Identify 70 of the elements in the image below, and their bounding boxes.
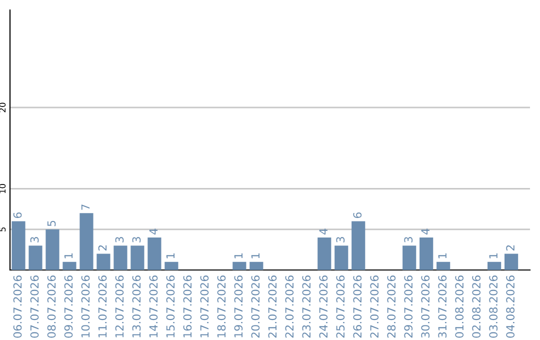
x-tick-label: 13.07.2026 xyxy=(132,276,141,338)
x-tick-label: 20.07.2026 xyxy=(251,276,260,338)
bar xyxy=(80,213,94,270)
x-tick-label: 27.07.2026 xyxy=(370,276,379,338)
x-tick-label: 23.07.2026 xyxy=(302,276,311,338)
bar xyxy=(62,262,76,270)
data-label: 1 xyxy=(234,253,242,258)
x-tick-label: 24.07.2026 xyxy=(319,276,328,338)
data-label: 7 xyxy=(81,204,90,210)
bar xyxy=(96,254,110,270)
data-label: 3 xyxy=(30,237,39,242)
data-label: 4 xyxy=(319,228,328,235)
x-tick-label: 01.08.2026 xyxy=(455,276,464,338)
bar xyxy=(352,221,366,270)
data-label: 3 xyxy=(404,237,413,242)
x-tick-label: 25.07.2026 xyxy=(336,276,345,338)
data-label: 4 xyxy=(149,228,158,235)
x-tick-label: 14.07.2026 xyxy=(149,276,158,338)
x-tick-label: 15.07.2026 xyxy=(166,276,175,338)
bar xyxy=(436,262,450,270)
x-tick-label: 04.08.2026 xyxy=(506,276,515,338)
bar xyxy=(130,246,144,270)
x-tick-label: 12.07.2026 xyxy=(115,276,124,338)
x-tick-label: 28.07.2026 xyxy=(387,276,396,338)
data-label: 5 xyxy=(47,220,56,226)
bar xyxy=(12,221,26,270)
data-label: 4 xyxy=(421,228,430,235)
bar xyxy=(232,262,246,270)
bar xyxy=(318,238,332,270)
data-label: 2 xyxy=(506,245,514,250)
data-label: 3 xyxy=(115,237,124,242)
x-tick-label: 06.07.2026 xyxy=(13,276,22,338)
data-label: 2 xyxy=(98,245,107,250)
bar xyxy=(504,254,518,270)
x-tick-label: 02.08.2026 xyxy=(472,276,481,338)
data-label: 1 xyxy=(251,253,260,258)
data-label: 3 xyxy=(132,237,141,242)
x-tick-label: 08.07.2026 xyxy=(47,276,56,338)
x-tick-label: 03.08.2026 xyxy=(489,276,498,338)
data-label: 6 xyxy=(353,212,362,218)
data-label: 1 xyxy=(166,253,175,258)
x-tick-label: 19.07.2026 xyxy=(234,276,243,338)
bar xyxy=(114,246,128,270)
x-tick-label: 22.07.2026 xyxy=(285,276,294,338)
data-label: 1 xyxy=(489,253,498,258)
data-label: 3 xyxy=(336,237,345,242)
bar xyxy=(402,246,416,270)
x-tick-label: 21.07.2026 xyxy=(268,276,277,338)
bar xyxy=(334,246,348,270)
x-tick-label: 11.07.2026 xyxy=(98,276,107,338)
x-tick-label: 26.07.2026 xyxy=(353,276,362,338)
x-tick-label: 10.07.2026 xyxy=(81,276,90,338)
bar xyxy=(28,246,42,270)
bar xyxy=(46,229,60,270)
x-tick-label: 17.07.2026 xyxy=(200,276,209,338)
x-tick-label: 30.07.2026 xyxy=(421,276,430,338)
bar xyxy=(488,262,502,270)
x-tick-label: 31.07.2026 xyxy=(438,276,447,338)
x-tick-label: 09.07.2026 xyxy=(64,276,73,338)
data-label: 6 xyxy=(13,212,22,218)
x-tick-label: 18.07.2026 xyxy=(217,276,226,338)
x-tick-label: 29.07.2026 xyxy=(404,276,413,338)
bar xyxy=(420,238,434,270)
x-tick-label: 07.07.2026 xyxy=(30,276,39,338)
x-tick-label: 16.07.2026 xyxy=(183,276,192,338)
bar xyxy=(164,262,178,270)
data-label: 1 xyxy=(438,253,446,258)
bar xyxy=(250,262,264,270)
data-label: 1 xyxy=(64,253,73,258)
bar xyxy=(148,238,162,270)
